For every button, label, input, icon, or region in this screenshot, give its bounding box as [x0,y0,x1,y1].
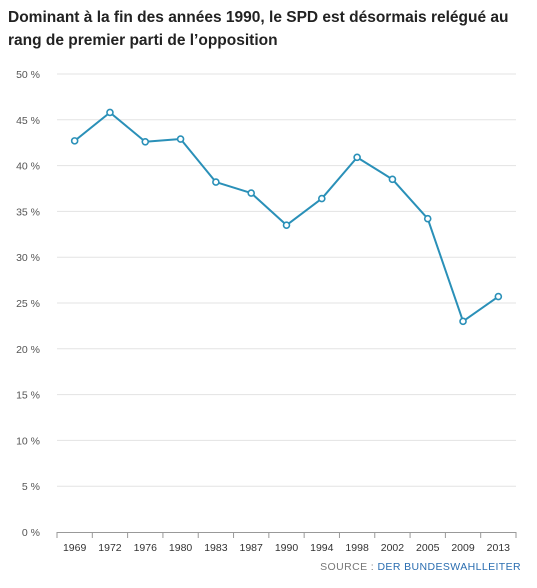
source-prefix: SOURCE : [320,561,378,573]
y-tick-label: 25 % [16,298,40,310]
source-credit: SOURCE : DER BUNDESWAHLLEITER [320,561,521,573]
data-point[interactable] [494,292,503,301]
data-point[interactable] [176,135,185,143]
data-point[interactable] [318,194,326,203]
x-tick-label: 2009 [451,542,475,554]
y-tick-label: 5 % [22,481,40,493]
x-tick-label: 1994 [310,542,334,554]
axis-layer [56,532,517,538]
data-point[interactable] [247,189,255,197]
y-tick-label: 0 % [22,527,40,539]
data-point[interactable] [106,108,114,117]
data-point[interactable] [141,137,150,146]
y-tick-label: 15 % [16,390,40,402]
y-tick-label: 50 % [16,69,40,81]
x-tick-label: 1998 [345,542,369,554]
x-tick-label: 2002 [381,542,405,554]
x-tick-label: 1969 [63,542,87,554]
series-line [74,111,499,323]
y-tick-label: 45 % [16,115,40,127]
x-tick-label: 1990 [275,542,299,554]
x-tick-label: 1976 [134,542,158,554]
source-link[interactable]: DER BUNDESWAHLLEITER [377,561,521,573]
data-point[interactable] [423,214,432,223]
y-tick-label: 30 % [16,252,40,264]
grid-layer [57,73,516,487]
x-tick-label: 2005 [416,542,440,554]
data-point[interactable] [459,317,467,326]
data-point[interactable] [70,137,79,145]
y-tick-label: 10 % [16,435,40,447]
x-tick-label: 1987 [240,542,264,554]
y-tick-label: 20 % [16,344,40,356]
series-layer [70,108,503,326]
data-point[interactable] [212,178,220,186]
data-point[interactable] [282,221,291,229]
data-point[interactable] [388,175,397,184]
data-point[interactable] [353,153,361,162]
x-tick-label: 1983 [204,542,228,554]
chart-title: Dominant à la fin des années 1990, le SP… [8,9,509,49]
x-tick-label: 1972 [98,542,122,554]
x-tick-label: 2013 [487,542,511,554]
tick-label-layer: 0 % 5 % 10 % 15 % 20 % 25 % 30 % 35 % 40 % 45 % 50… [16,69,510,554]
y-tick-label: 40 % [16,161,40,173]
y-tick-label: 35 % [16,206,40,218]
x-tick-label: 1980 [169,542,193,554]
